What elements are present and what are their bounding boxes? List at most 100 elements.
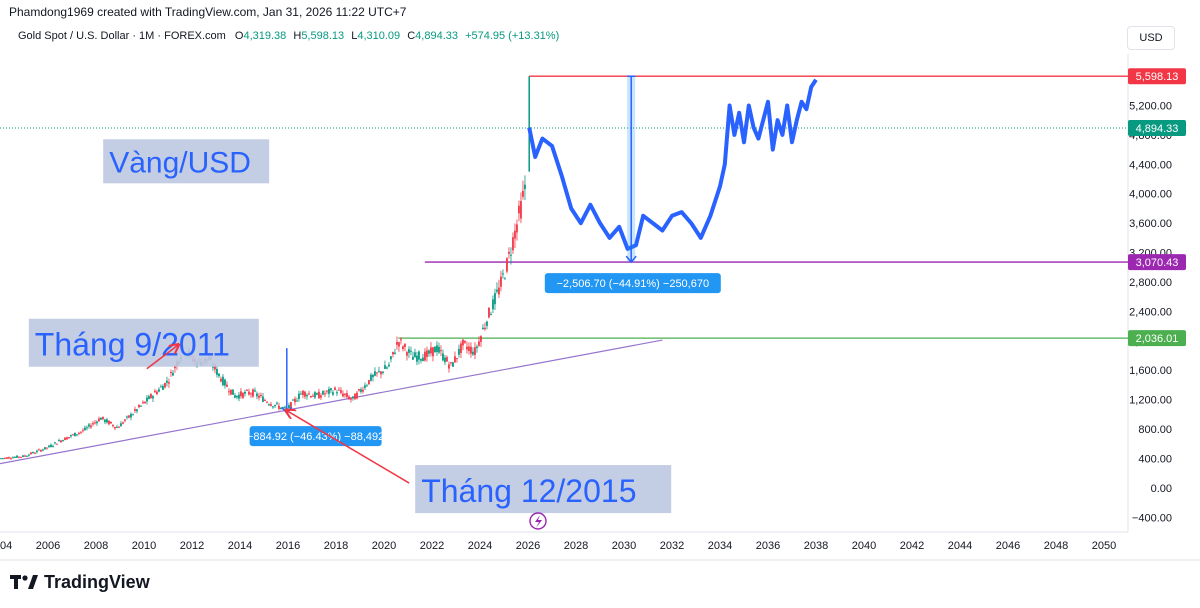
candle-body bbox=[48, 445, 50, 448]
x-tick-label: 2022 bbox=[420, 540, 444, 552]
candle-body bbox=[242, 392, 244, 398]
candle-body bbox=[442, 353, 444, 361]
candle-body bbox=[494, 293, 496, 305]
candle-body bbox=[28, 454, 30, 456]
candle-body bbox=[364, 385, 366, 388]
ohlc-open-key: O bbox=[234, 30, 244, 42]
candle-body bbox=[264, 399, 266, 401]
y-tick-label: 3,600.00 bbox=[1129, 218, 1172, 230]
candle-body bbox=[284, 406, 286, 408]
candle-body bbox=[438, 346, 440, 353]
candle-body bbox=[154, 390, 156, 393]
candle-body bbox=[462, 339, 464, 346]
y-tick-label: 800.00 bbox=[1138, 424, 1172, 436]
candle-body bbox=[334, 387, 336, 390]
price-label-box bbox=[1128, 254, 1186, 271]
candle-body bbox=[410, 350, 412, 352]
candle-body bbox=[372, 374, 374, 378]
candle-body bbox=[90, 425, 92, 428]
candle-body bbox=[378, 370, 380, 372]
candle-body bbox=[476, 346, 478, 349]
candle-body bbox=[304, 391, 306, 397]
candle-body bbox=[368, 380, 370, 385]
candle-body bbox=[430, 347, 432, 354]
candle-body bbox=[222, 376, 224, 386]
candle-body bbox=[422, 357, 424, 362]
candle-body bbox=[138, 404, 140, 408]
annotation-box bbox=[103, 139, 270, 184]
candle-body bbox=[490, 313, 492, 315]
candle-body bbox=[394, 352, 396, 355]
price-label: 2,036.01 bbox=[1136, 333, 1179, 345]
symbol-name[interactable]: Gold Spot / U.S. Dollar · 1M · FOREX.com bbox=[18, 30, 226, 42]
annotation-arrow bbox=[286, 410, 410, 484]
candle-body bbox=[424, 351, 426, 361]
annotation-text: Tháng 9/2011 bbox=[35, 327, 230, 363]
candle-body bbox=[98, 418, 100, 422]
candle-body bbox=[232, 389, 234, 395]
candle-body bbox=[142, 402, 144, 404]
ohlc-high-key: H bbox=[293, 30, 302, 42]
candle-body bbox=[292, 399, 294, 401]
x-tick-label: 2036 bbox=[756, 540, 780, 552]
candle-body bbox=[74, 432, 76, 437]
candle-body bbox=[82, 430, 84, 432]
ohlc-high: 5,598.13 bbox=[301, 30, 345, 42]
candle-body bbox=[406, 352, 408, 356]
candle-body bbox=[246, 389, 248, 391]
y-tick-label: 5,200.00 bbox=[1129, 100, 1172, 112]
candle-body bbox=[220, 378, 222, 382]
candle-body bbox=[388, 364, 390, 367]
candle-body bbox=[12, 457, 14, 459]
y-tick-label: 2,400.00 bbox=[1129, 306, 1172, 318]
candle-body bbox=[236, 395, 238, 398]
candle-body bbox=[58, 440, 60, 442]
candle-body bbox=[244, 391, 246, 394]
candle-body bbox=[412, 356, 414, 360]
candle-body bbox=[274, 404, 276, 407]
x-tick-label: 2014 bbox=[228, 540, 252, 552]
candle-body bbox=[408, 349, 410, 353]
candle-body bbox=[376, 372, 378, 374]
price-label: 4,894.33 bbox=[1136, 123, 1179, 135]
candle-body bbox=[96, 421, 98, 424]
x-tick-label: 2010 bbox=[132, 540, 156, 552]
candle-body bbox=[16, 455, 18, 458]
tradingview-brand[interactable]: TradingView bbox=[10, 572, 150, 592]
candle-body bbox=[418, 351, 420, 360]
candle-body bbox=[344, 393, 346, 395]
candle-body bbox=[470, 346, 472, 354]
x-tick-label: 2030 bbox=[612, 540, 636, 552]
price-label: 3,070.43 bbox=[1136, 257, 1179, 269]
candle-body bbox=[330, 388, 332, 391]
candle-body bbox=[26, 455, 28, 457]
candle-body bbox=[36, 450, 38, 453]
measure-label-box bbox=[249, 426, 382, 447]
candle-body bbox=[474, 347, 476, 355]
candle-body bbox=[276, 402, 278, 404]
candle-body bbox=[2, 458, 4, 460]
candle-body bbox=[238, 394, 240, 399]
candle-body bbox=[126, 416, 128, 418]
candle-body bbox=[166, 380, 168, 383]
candle-body bbox=[336, 392, 338, 394]
candle-body bbox=[350, 398, 352, 400]
candle-body bbox=[348, 396, 350, 400]
lightning-icon bbox=[535, 515, 542, 528]
currency-selector[interactable]: USD bbox=[1127, 26, 1175, 50]
candle-body bbox=[78, 432, 80, 434]
candle-body bbox=[516, 224, 518, 233]
x-tick-label: 2048 bbox=[1044, 540, 1068, 552]
candle-body bbox=[262, 396, 264, 402]
ohlc-open: 4,319.38 bbox=[243, 30, 287, 42]
candle-body bbox=[302, 390, 304, 396]
candle-body bbox=[448, 364, 450, 369]
candle-body bbox=[134, 409, 136, 411]
candle-body bbox=[392, 351, 394, 355]
candle-body bbox=[446, 357, 448, 362]
candle-body bbox=[426, 350, 428, 357]
candle-body bbox=[384, 365, 386, 369]
candle-body bbox=[414, 352, 416, 358]
y-tick-label: 2,800.00 bbox=[1129, 277, 1172, 289]
